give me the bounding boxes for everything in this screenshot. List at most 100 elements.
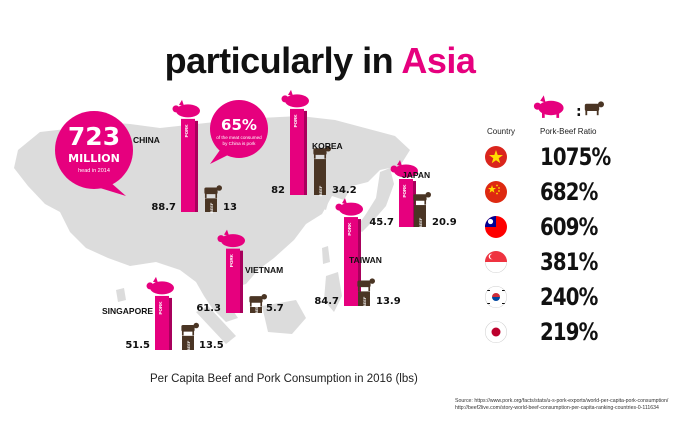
- beef-bar-taiwan: [358, 291, 370, 306]
- beef-value-label: 5.7: [266, 303, 284, 314]
- country-header: Country: [487, 127, 516, 136]
- pork-bar-side: [195, 120, 198, 212]
- page-title: particularly in Asia: [0, 40, 640, 82]
- japan-flag-icon: [485, 321, 507, 343]
- pig-icon: [146, 276, 174, 295]
- share-caption-1: of the meat consumed: [216, 135, 262, 140]
- bubble-unit: MILLION: [68, 152, 120, 165]
- country-label-singapore: SINGAPORE: [102, 306, 153, 316]
- chart-marks: PORK BEEF CHINA 88.7 13 PORK BEEF KOREA 82 34.2 PO…: [102, 89, 457, 351]
- ratio-row-china: 682%: [485, 177, 598, 207]
- pork-bar-label: PORK: [347, 222, 352, 236]
- pork-bar-singapore: [155, 295, 169, 350]
- ratio-header: Pork-Beef Ratio: [540, 127, 597, 136]
- pork-bar-side: [358, 219, 361, 306]
- title-accent: Asia: [401, 40, 476, 81]
- cow-icon: [584, 101, 604, 116]
- pig-icon: [217, 229, 245, 248]
- beef-value-label: 13.9: [376, 296, 401, 307]
- pork-bar-label: PORK: [158, 301, 163, 315]
- pig-icon: [335, 198, 363, 216]
- map-borneo: [262, 300, 306, 334]
- korea-flag-icon: [485, 286, 507, 308]
- beef-bar-label: BEEF: [418, 217, 423, 228]
- china-flag-icon: [485, 181, 507, 203]
- beef-bar-korea: [314, 159, 326, 195]
- pork-bar-china: [181, 118, 195, 212]
- ratio-value: 240%: [540, 283, 598, 311]
- beef-bar-china: [205, 198, 217, 212]
- taiwan-flag-icon: [485, 216, 507, 238]
- pork-value-label: 84.7: [314, 296, 339, 307]
- pig-icon: [281, 89, 309, 108]
- ratio-row-taiwan: 609%: [485, 212, 598, 242]
- cow-icon: [313, 146, 331, 159]
- pork-bar-label: PORK: [184, 124, 189, 138]
- ratio-row-vietnam: 1075%: [485, 142, 611, 172]
- country-label-china: CHINA: [133, 135, 160, 145]
- map-japan: [356, 168, 394, 232]
- pork-bar-side: [304, 110, 307, 195]
- ratio-row-singapore: 381%: [485, 247, 598, 277]
- source-line-1: Source: https://www.pork.org/facts/stats…: [455, 398, 669, 404]
- svg-text::: :: [576, 104, 582, 120]
- pork-bar-label: PORK: [402, 184, 407, 198]
- ratio-value: 1075%: [540, 143, 611, 171]
- pork-bar-label: PORK: [293, 114, 298, 128]
- beef-value-label: 13.5: [199, 340, 224, 351]
- beef-bar-label: BEEF: [362, 296, 367, 307]
- pork-bar-vietnam: [226, 248, 240, 313]
- pork-bar-japan: [399, 179, 413, 227]
- beef-bar-label: BEEF: [209, 202, 214, 213]
- beef-bar-vietnam: [250, 307, 262, 313]
- pork-value-label: 45.7: [369, 217, 394, 228]
- country-label-korea: KOREA: [312, 141, 343, 151]
- pig-icon: [533, 95, 564, 118]
- beef-bar-singapore: [182, 335, 194, 350]
- source-line-2: http://beef2live.com/story-world-beef-co…: [455, 405, 659, 412]
- beef-bar-label: BEEF: [254, 303, 259, 314]
- population-bubble: 723 MILLION head in 2014: [55, 111, 133, 196]
- beef-value-label: 20.9: [432, 217, 457, 228]
- ratio-value: 682%: [540, 178, 598, 206]
- beef-value-label: 34.2: [332, 185, 357, 196]
- cow-icon: [181, 322, 199, 336]
- beef-bar-japan: [414, 205, 426, 227]
- bubble-number: 723: [68, 122, 120, 151]
- beef-bar-label: BEEF: [186, 340, 191, 351]
- ratio-row-korea: 240%: [485, 282, 598, 312]
- pork-value-label: 82: [271, 185, 285, 196]
- ratio-value: 609%: [540, 213, 598, 241]
- map-taiwan: [322, 246, 330, 264]
- singapore-flag-icon: [485, 251, 507, 273]
- bubble-caption: head in 2014: [78, 168, 110, 174]
- country-label-vietnam: VIETNAM: [245, 265, 283, 275]
- map-sri-lanka: [116, 288, 126, 302]
- beef-bar-label: BEEF: [318, 185, 323, 196]
- ratio-header-icons: :: [533, 95, 604, 120]
- cow-icon: [413, 192, 431, 205]
- pork-value-label: 88.7: [151, 202, 176, 213]
- pig-icon: [390, 160, 418, 178]
- country-label-taiwan: TAIWAN: [349, 255, 382, 265]
- map-sumatra: [196, 306, 236, 344]
- cow-icon: [204, 185, 222, 198]
- pork-value-label: 61.3: [196, 303, 221, 314]
- pork-share-bubble: 65% of the meat consumed by China is por…: [210, 100, 268, 164]
- pork-bar-side: [240, 250, 243, 313]
- cow-icon: [249, 293, 267, 307]
- ratio-row-japan: 219%: [485, 317, 598, 347]
- chart-caption: Per Capita Beef and Pork Consumption in …: [150, 373, 418, 385]
- title-prefix: particularly in: [164, 40, 402, 81]
- beef-value-label: 13: [223, 202, 237, 213]
- pig-icon: [172, 99, 200, 118]
- ratio-value: 381%: [540, 248, 598, 276]
- cow-icon: [357, 278, 375, 292]
- pork-bar-label: PORK: [229, 253, 234, 267]
- country-label-japan: JAPAN: [402, 170, 430, 180]
- pork-bar-side: [169, 297, 172, 350]
- share-pct: 65%: [221, 116, 257, 134]
- pork-bar-taiwan: [344, 217, 358, 306]
- share-caption-2: by China is pork: [223, 141, 257, 146]
